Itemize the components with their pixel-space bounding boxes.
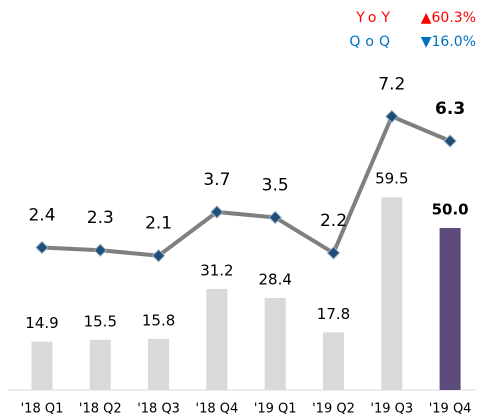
x-tick-label: '18 Q3 [137,402,180,417]
line-marker [210,205,224,219]
bar [381,197,403,390]
line-value-label: 3.7 [203,170,230,190]
annotation-value: ▼16.0% [421,34,476,50]
line-value-label: 2.2 [320,211,347,231]
x-tick-label: '19 Q3 [370,402,413,417]
line-marker [93,243,108,257]
annotation-label: YoY [355,10,395,26]
bar-value-label: 28.4 [258,270,291,288]
bar [323,332,344,390]
x-tick-label: '18 Q1 [21,402,64,417]
annotation-value: ▲60.3% [421,10,476,26]
line-marker [268,210,282,225]
line-value-label: 2.4 [28,205,55,225]
line-value-label: 2.3 [87,208,114,228]
x-tick-label: '18 Q2 [79,402,122,417]
bar [31,341,53,390]
bar [264,297,286,390]
bar-value-label: 17.8 [317,305,350,323]
x-tick-label: '19 Q1 [254,402,297,417]
bar [89,339,111,390]
line-value-label: 7.2 [378,74,405,94]
bar-value-label: 14.9 [25,314,58,332]
bar-value-label: 15.5 [84,312,117,330]
bar [439,228,461,390]
bar-value-label: 15.8 [142,311,175,329]
line-marker [151,248,166,263]
line-value-label: 2.1 [145,214,172,234]
x-tick-label: '18 Q4 [196,402,239,417]
line-marker [35,240,49,255]
line-marker [385,109,399,124]
bar [206,288,228,390]
line-marker [443,134,457,148]
bar-value-label: 50.0 [432,201,469,219]
bar-value-label: 31.2 [200,261,233,279]
bar [148,338,170,390]
line-value-label: 3.5 [262,175,289,195]
x-tick-label: '19 Q4 [429,402,472,417]
x-tick-label: '19 Q2 [312,402,355,417]
line-value-label: 6.3 [435,99,465,119]
bar-value-label: 59.5 [375,170,408,188]
annotation-label: QoQ [349,34,395,50]
line [41,113,451,258]
line-marker [326,246,341,260]
